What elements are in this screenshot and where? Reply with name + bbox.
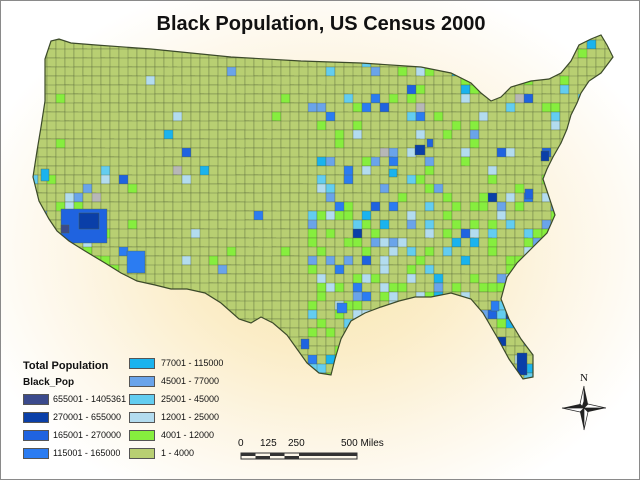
legend-label-4: 115001 - 165000 [53, 448, 121, 458]
compass-rose-icon [561, 385, 607, 431]
legend-swatch-5 [129, 358, 155, 369]
legend-label-10: 1 - 4000 [161, 448, 195, 458]
legend-swatch-7 [129, 394, 155, 405]
legend-label-1: 655001 - 1405361 [53, 394, 127, 404]
legend-swatch-3 [23, 430, 49, 441]
legend-label-9: 4001 - 12000 [161, 430, 215, 440]
legend-swatch-4 [23, 448, 49, 459]
scale-bar [240, 452, 358, 460]
legend-field-name: Black_Pop [23, 377, 75, 388]
legend-label-2: 270001 - 655000 [53, 412, 122, 422]
legend-swatch-6 [129, 376, 155, 387]
legend-label-6: 45001 - 77000 [161, 376, 220, 386]
scale-tick-label-500: 500 Miles [341, 438, 384, 449]
map-title: Black Population, US Census 2000 [156, 13, 486, 35]
legend-swatch-1 [23, 394, 49, 405]
legend-label-7: 25001 - 45000 [161, 394, 220, 404]
legend-heading: Total Population [23, 360, 109, 372]
legend-swatch-8 [129, 412, 155, 423]
legend-swatch-10 [129, 448, 155, 459]
legend-swatch-9 [129, 430, 155, 441]
north-label: N [580, 372, 588, 384]
legend-label-8: 12001 - 25000 [161, 412, 220, 422]
legend-label-5: 77001 - 115000 [161, 358, 224, 368]
scale-tick-label-125: 125 [260, 438, 277, 449]
scale-tick-label-250: 250 [288, 438, 305, 449]
legend-swatch-2 [23, 412, 49, 423]
legend-label-3: 165001 - 270000 [53, 430, 122, 440]
scale-tick-label-0: 0 [238, 438, 244, 449]
